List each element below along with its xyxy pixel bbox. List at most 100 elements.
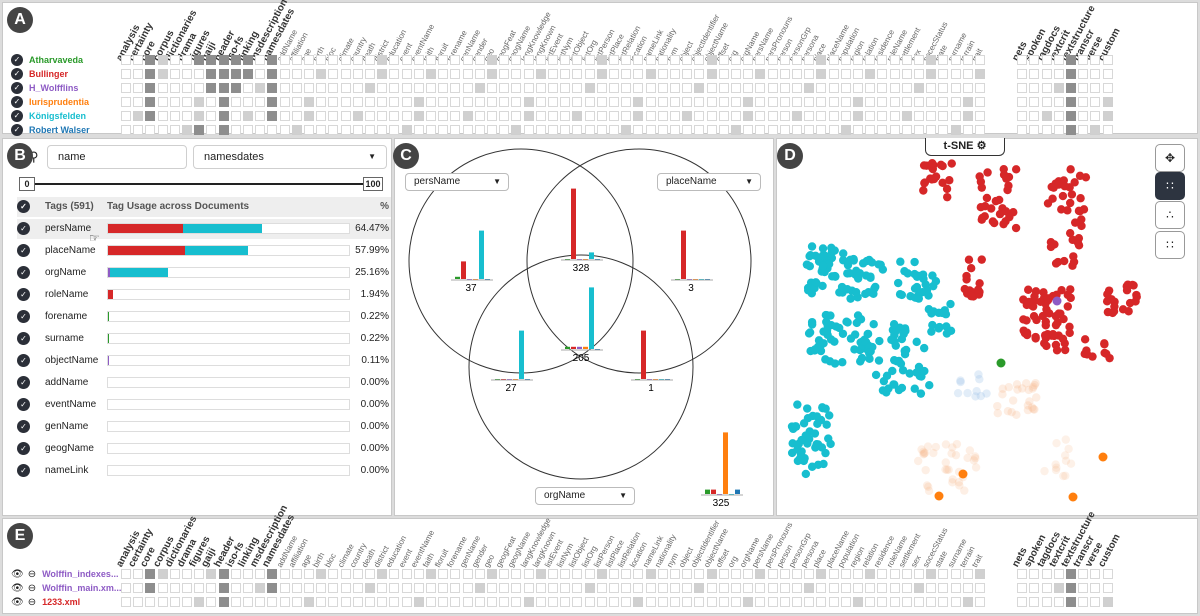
matrix-cell[interactable] — [670, 83, 680, 93]
tsne-point[interactable] — [921, 465, 930, 475]
tsne-point[interactable] — [1058, 191, 1068, 201]
matrix-cell[interactable] — [584, 569, 595, 579]
matrix-cell[interactable] — [853, 125, 863, 135]
matrix-cell[interactable] — [743, 97, 754, 107]
matrix-cell[interactable] — [352, 83, 363, 93]
matrix-cell[interactable] — [340, 597, 351, 607]
matrix-cell[interactable] — [511, 597, 522, 607]
matrix-cell[interactable] — [450, 569, 461, 579]
matrix-cell[interactable] — [1017, 597, 1028, 607]
matrix-cell[interactable] — [865, 125, 876, 135]
tsne-point[interactable] — [977, 183, 986, 192]
matrix-cell[interactable] — [816, 111, 827, 121]
matrix-cell[interactable] — [279, 83, 290, 93]
matrix-cell[interactable] — [743, 55, 754, 65]
matrix-cell[interactable] — [804, 69, 815, 79]
matrix-cell[interactable] — [462, 55, 473, 65]
matrix-cell[interactable] — [596, 55, 607, 65]
tsne-point[interactable] — [1031, 378, 1040, 388]
tsne-point[interactable] — [1028, 384, 1037, 393]
matrix-cell[interactable] — [975, 125, 985, 135]
tsne-point[interactable] — [900, 266, 909, 276]
matrix-cell[interactable] — [743, 583, 754, 593]
matrix-cell[interactable] — [596, 597, 607, 607]
matrix-cell[interactable] — [767, 55, 778, 65]
matrix-cell[interactable] — [340, 111, 351, 121]
region-bar-chart[interactable]: 205 — [561, 287, 603, 364]
matrix-cell[interactable] — [487, 69, 497, 79]
matrix-cell[interactable] — [767, 83, 778, 93]
matrix-cell[interactable] — [865, 111, 876, 121]
matrix-cell[interactable] — [657, 69, 668, 79]
matrix-cell[interactable] — [194, 83, 205, 93]
matrix-cell[interactable] — [413, 83, 424, 93]
tsne-point[interactable] — [1076, 194, 1085, 203]
matrix-cell[interactable] — [1053, 69, 1064, 79]
tsne-point[interactable] — [919, 450, 928, 459]
matrix-cell[interactable] — [206, 69, 217, 79]
tsne-point[interactable] — [803, 286, 813, 295]
region-bar-chart[interactable]: 27 — [491, 330, 533, 394]
tsne-point[interactable] — [1052, 296, 1062, 306]
tsne-point[interactable] — [942, 465, 952, 474]
matrix-cell[interactable] — [670, 569, 680, 579]
matrix-cell[interactable] — [962, 597, 973, 607]
matrix-cell[interactable] — [926, 97, 937, 107]
matrix-cell[interactable] — [560, 69, 571, 79]
tsne-point[interactable] — [942, 322, 951, 331]
matrix-cell[interactable] — [926, 597, 937, 607]
matrix-cell[interactable] — [450, 111, 461, 121]
matrix-cell[interactable] — [938, 597, 949, 607]
check-icon[interactable]: ✓ — [17, 310, 30, 323]
matrix-cell[interactable] — [426, 125, 436, 135]
matrix-cell[interactable] — [1029, 97, 1040, 107]
matrix-cell[interactable] — [1053, 55, 1064, 65]
matrix-cell[interactable] — [792, 83, 802, 93]
matrix-cell[interactable] — [609, 55, 619, 65]
module-select[interactable]: namesdates ▼ — [193, 145, 387, 169]
matrix-cell[interactable] — [121, 597, 131, 607]
matrix-cell[interactable] — [779, 569, 790, 579]
matrix-cell[interactable] — [853, 55, 863, 65]
tsne-point[interactable] — [803, 404, 812, 413]
matrix-cell[interactable] — [731, 69, 741, 79]
minus-circle-icon[interactable]: ⊖ — [27, 568, 37, 580]
matrix-cell[interactable] — [718, 597, 729, 607]
matrix-cell[interactable] — [401, 125, 412, 135]
matrix-cell[interactable] — [731, 97, 741, 107]
tsne-point[interactable] — [963, 388, 972, 398]
tsne-point[interactable] — [1052, 463, 1061, 472]
matrix-cell[interactable] — [840, 125, 851, 135]
matrix-cell[interactable] — [548, 55, 558, 65]
tsne-point[interactable] — [920, 178, 929, 188]
matrix-cell[interactable] — [316, 125, 327, 135]
matrix-cell[interactable] — [1090, 69, 1101, 79]
matrix-cell[interactable] — [645, 583, 656, 593]
matrix-cell[interactable] — [523, 97, 534, 107]
matrix-cell[interactable] — [365, 97, 375, 107]
tsne-point[interactable] — [1054, 309, 1064, 318]
matrix-cell[interactable] — [938, 569, 949, 579]
matrix-cell[interactable] — [694, 111, 705, 121]
tsne-point[interactable] — [934, 491, 944, 501]
matrix-cell[interactable] — [133, 111, 144, 121]
matrix-cell[interactable] — [487, 569, 497, 579]
matrix-cell[interactable] — [255, 83, 266, 93]
select-all-check-icon[interactable]: ✓ — [17, 200, 30, 213]
tsne-point[interactable] — [853, 311, 863, 320]
matrix-cell[interactable] — [926, 69, 937, 79]
tsne-point[interactable] — [1103, 290, 1112, 299]
matrix-cell[interactable] — [889, 597, 900, 607]
matrix-cell[interactable] — [1053, 97, 1064, 107]
matrix-cell[interactable] — [523, 69, 534, 79]
matrix-cell[interactable] — [255, 583, 266, 593]
matrix-cell[interactable] — [499, 125, 510, 135]
matrix-cell[interactable] — [682, 97, 693, 107]
matrix-cell[interactable] — [206, 569, 217, 579]
tsne-point[interactable] — [994, 195, 1004, 205]
matrix-cell[interactable] — [499, 69, 510, 79]
tsne-point[interactable] — [969, 456, 979, 465]
minus-circle-icon[interactable]: ⊖ — [27, 582, 37, 594]
matrix-cell[interactable] — [1078, 69, 1089, 79]
tag-row[interactable]: ✓ eventName 0.00% — [17, 395, 391, 415]
